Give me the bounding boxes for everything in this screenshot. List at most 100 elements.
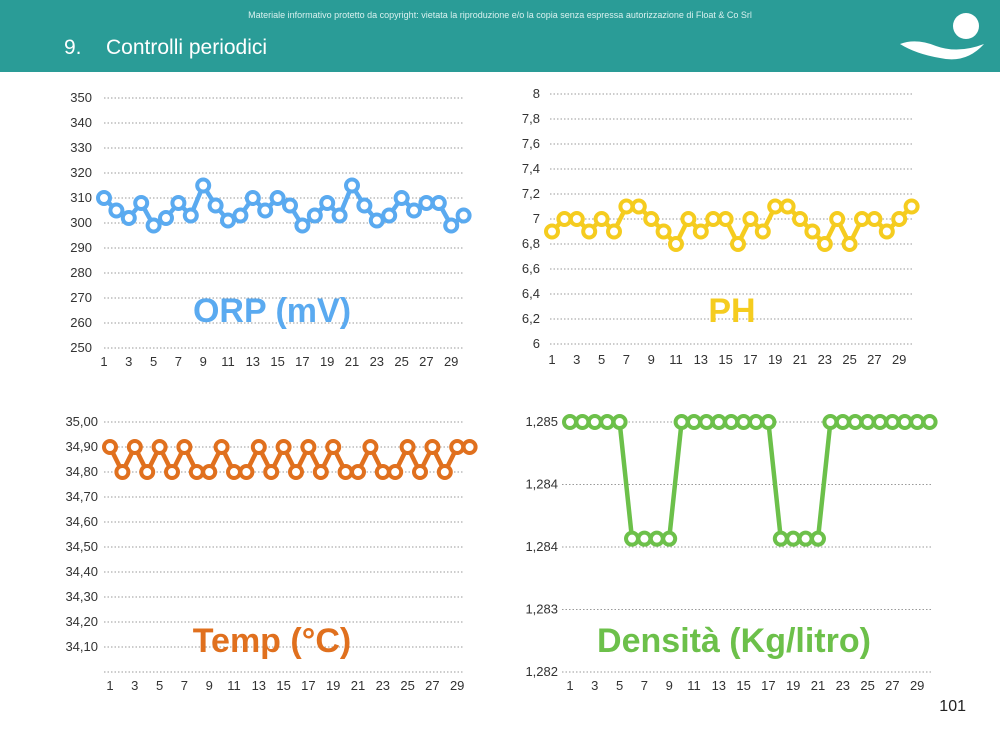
data-point-temp [387,464,404,480]
y-tick-label: 34,50 [65,539,98,554]
chart-title-ph: PH [708,292,755,330]
data-point-orp [319,195,336,211]
data-point-temp [337,464,354,480]
data-point-ph [630,198,647,215]
data-point-ph [754,223,771,240]
x-tick-label: 7 [175,354,182,369]
data-point-temp [362,439,379,455]
data-point-densita [921,414,938,430]
data-point-orp [182,207,199,224]
data-point-temp [238,464,255,480]
y-tick-label: 270 [70,290,92,305]
y-tick-label: 35,00 [65,414,98,429]
data-point-densita [872,414,888,430]
data-point-ph [643,211,660,227]
data-point-ph [891,211,908,227]
data-point-densita [673,414,690,430]
data-point-densita [884,414,901,430]
data-point-densita [636,530,653,547]
data-point-ph [717,211,734,227]
y-tick-label: 34,60 [65,514,98,529]
data-point-densita [810,530,826,547]
data-point-densita [661,530,678,547]
series-line-densita [570,419,930,541]
y-tick-label: 6,8 [522,236,540,251]
x-tick-label: 25 [842,352,856,367]
data-point-temp [114,464,131,480]
data-point-orp [294,217,311,234]
y-tick-label: 250 [70,340,92,355]
data-point-densita [710,414,727,430]
x-tick-label: 29 [450,678,464,693]
data-point-temp [275,439,292,455]
data-point-orp [220,212,236,229]
data-point-ph [606,223,622,240]
data-point-orp [269,190,286,206]
data-point-densita [698,414,715,430]
data-point-densita [611,414,628,430]
x-tick-label: 27 [867,352,881,367]
data-point-temp [288,464,304,480]
x-tick-label: 11 [669,352,683,367]
x-tick-label: 29 [444,354,458,369]
x-tick-label: 23 [836,678,850,693]
data-point-orp [368,212,385,229]
section-number: 9. [64,36,82,59]
y-tick-label: 34,90 [65,439,98,454]
data-point-ph [804,223,821,240]
x-tick-label: 17 [295,354,309,369]
y-tick-label: 330 [70,140,92,155]
data-point-orp [418,195,435,211]
x-tick-label: 9 [666,678,673,693]
y-tick-label: 34,20 [65,614,98,629]
x-tick-label: 9 [206,678,213,693]
y-tick-label: 6,6 [522,261,540,276]
y-tick-label: 1,283 [525,602,558,617]
data-point-orp [96,190,112,206]
data-point-orp [282,197,298,214]
x-tick-label: 25 [860,678,874,693]
x-tick-label: 23 [370,354,384,369]
data-point-orp [108,202,125,219]
y-tick-label: 1,285 [525,414,558,429]
x-tick-label: 13 [252,678,266,693]
y-tick-label: 260 [70,315,92,330]
x-tick-label: 7 [623,352,630,367]
data-point-temp [250,439,267,455]
x-tick-label: 11 [687,678,701,693]
x-tick-label: 1 [100,354,107,369]
x-tick-label: 3 [591,678,598,693]
data-point-densita [909,414,926,430]
x-tick-label: 19 [786,678,800,693]
float-logo-icon [900,13,984,60]
data-point-ph [593,211,610,227]
y-tick-label: 6,2 [522,311,540,326]
data-point-densita [735,414,752,430]
data-point-ph [556,211,573,227]
data-point-ph [742,211,759,227]
copyright-notice: Materiale informativo protetto da copyri… [248,10,752,20]
x-tick-label: 25 [394,354,408,369]
data-point-orp [232,207,249,224]
data-point-ph [568,211,585,227]
x-tick-label: 21 [811,678,825,693]
data-point-orp [356,197,373,214]
data-point-densita [624,530,640,547]
y-tick-label: 1,284 [525,477,558,492]
chart-title-temp: Temp (°C) [193,622,351,660]
data-point-densita [859,414,876,430]
data-point-temp [164,464,180,480]
data-point-temp [126,439,143,455]
data-point-temp [201,464,218,480]
data-point-densita [599,414,616,430]
data-point-ph [680,211,697,227]
x-tick-label: 21 [345,354,359,369]
data-point-temp [102,439,118,455]
section-title: Controlli periodici [106,36,268,59]
y-tick-label: 34,10 [65,639,98,654]
data-point-orp [170,195,187,211]
x-tick-label: 21 [351,678,365,693]
x-tick-label: 13 [246,354,260,369]
data-point-temp [461,439,478,455]
